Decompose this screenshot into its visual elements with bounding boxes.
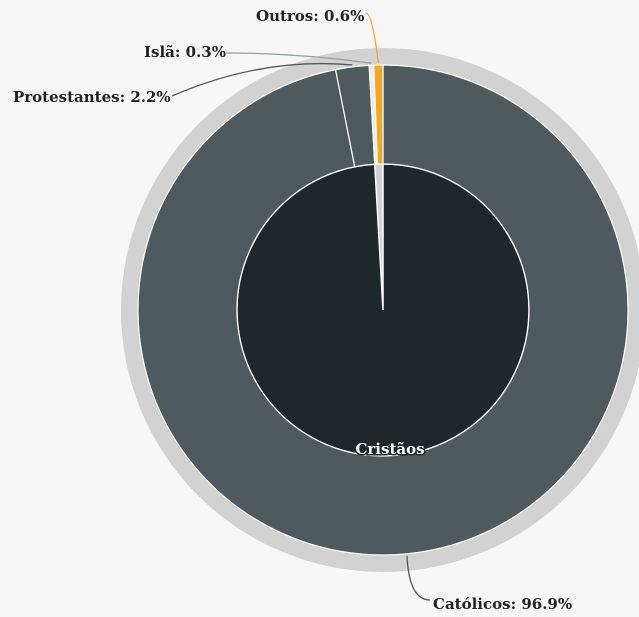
slice-label: Islã: 0.3% bbox=[144, 43, 226, 61]
leader-line bbox=[365, 12, 380, 64]
leader-line bbox=[225, 52, 372, 64]
slice-label: Católicos: 96.9% bbox=[433, 595, 572, 613]
slice-label: Protestantes: 2.2% bbox=[13, 88, 171, 106]
leader-line bbox=[171, 62, 353, 97]
slice bbox=[137, 64, 629, 556]
inner-slice bbox=[236, 163, 530, 457]
slice bbox=[373, 64, 384, 165]
slice-label: Outros: 0.6% bbox=[256, 7, 364, 25]
leader-line bbox=[406, 555, 431, 601]
center-label: Cristãos bbox=[355, 440, 424, 458]
